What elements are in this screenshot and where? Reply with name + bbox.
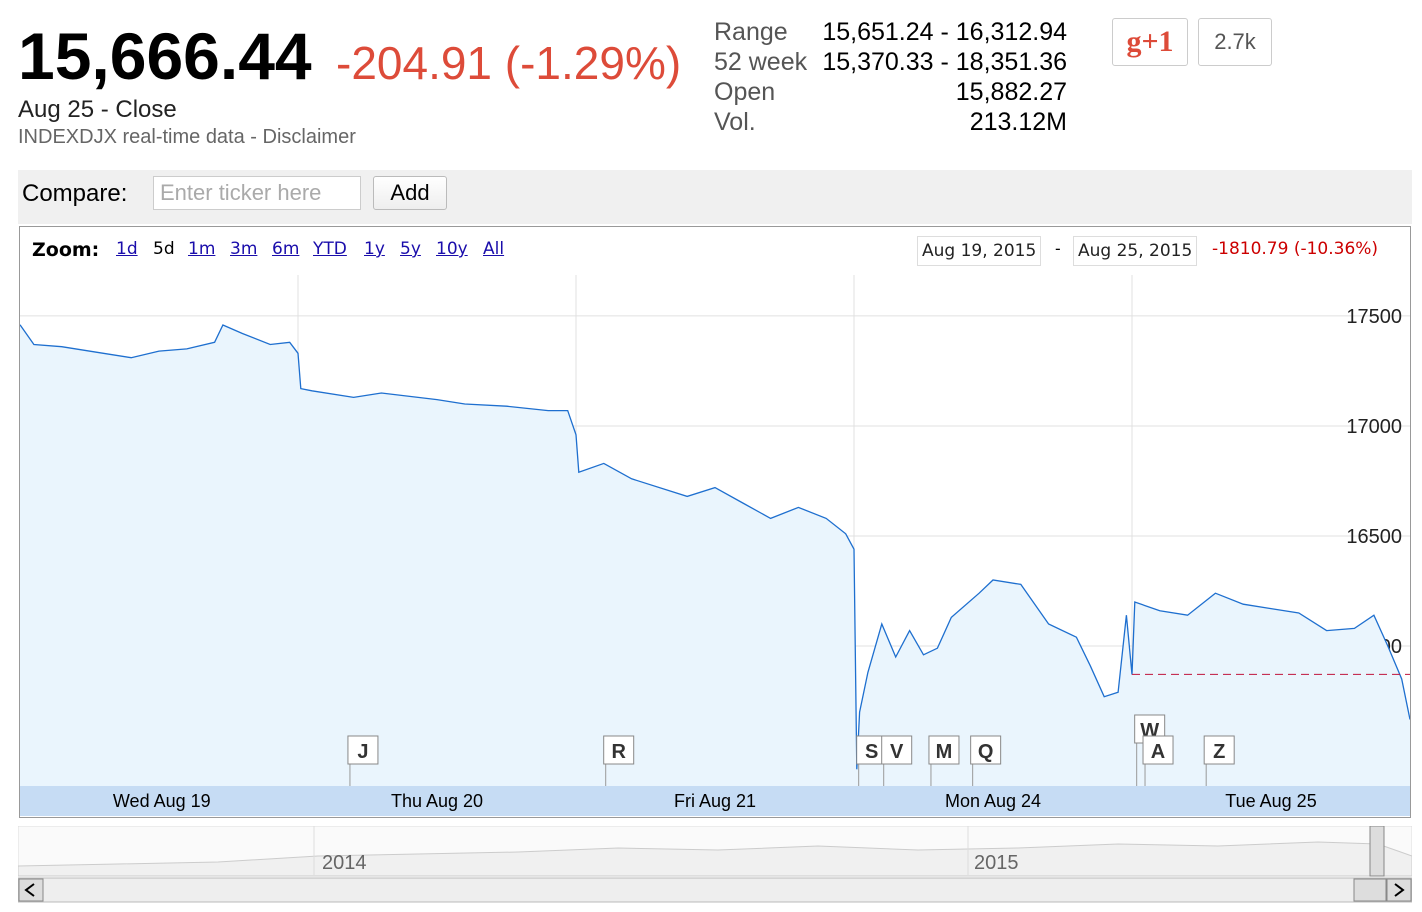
event-flag[interactable]: J xyxy=(347,735,379,786)
zoom-option[interactable]: 1m xyxy=(188,239,216,259)
zoom-option[interactable]: 5d xyxy=(153,239,175,259)
scrollbar[interactable] xyxy=(18,877,1412,903)
x-tick-label: Wed Aug 19 xyxy=(113,791,211,811)
x-tick-label: Thu Aug 20 xyxy=(391,791,483,811)
stat-value: 15,370.33 - 18,351.36 xyxy=(822,48,1067,76)
flag-box xyxy=(928,735,960,765)
x-tick-label: Mon Aug 24 xyxy=(945,791,1041,811)
zoom-label: Zoom: xyxy=(32,239,100,261)
compare-label: Compare: xyxy=(22,180,128,207)
x-tick-label: Tue Aug 25 xyxy=(1225,791,1316,811)
zoom-option[interactable]: 1y xyxy=(364,239,385,259)
navigator-label: 2014 xyxy=(322,852,367,874)
arrow xyxy=(1394,883,1405,897)
stat-value: 15,882.27 xyxy=(955,78,1067,106)
zoom-option[interactable]: 6m xyxy=(272,239,300,259)
zoom-option[interactable]: 1d xyxy=(116,239,138,259)
plus-one-button[interactable]: g+1 xyxy=(1112,18,1188,66)
scroll-right[interactable] xyxy=(1386,878,1412,902)
x-tick-label: Fri Aug 21 xyxy=(674,791,756,811)
y-tick-label: 17000 xyxy=(1346,416,1402,438)
flag-box xyxy=(1142,735,1174,765)
zoom-option[interactable]: 5y xyxy=(400,239,421,259)
start-date[interactable]: Aug 19, 2015 xyxy=(917,236,1042,266)
price: 15,666.44 xyxy=(18,19,312,93)
date-separator: - xyxy=(1055,239,1061,258)
flag-box xyxy=(1203,735,1235,765)
event-flag[interactable]: Z xyxy=(1203,735,1235,786)
y-tick-label: 17500 xyxy=(1346,306,1402,328)
flag-box xyxy=(347,735,379,765)
price-change: -204.91 (-1.29%) xyxy=(336,37,682,89)
navigator-label: 2015 xyxy=(974,852,1019,874)
stat-label: Open xyxy=(714,78,776,106)
event-flag[interactable]: A xyxy=(1142,735,1174,786)
price-line xyxy=(20,324,1410,770)
zoom-option[interactable]: 10y xyxy=(436,239,468,259)
add-button[interactable]: Add xyxy=(373,176,447,210)
x-axis-bar xyxy=(20,786,1410,816)
stat-value: 213.12M xyxy=(969,108,1067,136)
navigator[interactable]: 2014 2015 xyxy=(18,826,1412,906)
flag-box xyxy=(881,735,913,765)
flag-label: Z xyxy=(1213,741,1225,763)
event-flag[interactable]: V xyxy=(881,735,913,786)
end-date[interactable]: Aug 25, 2015 xyxy=(1073,236,1198,266)
y-tick-label: 16500 xyxy=(1346,526,1402,548)
flag-box xyxy=(970,735,1002,765)
area-fill xyxy=(20,324,1410,786)
stat-label: Range xyxy=(714,18,788,46)
flag-label: S xyxy=(865,741,878,763)
flag-label: J xyxy=(357,741,368,763)
flag-label: Q xyxy=(978,741,994,763)
stat-label: Vol. xyxy=(714,108,756,136)
range-change: -1810.79 (-10.36%) xyxy=(1212,239,1379,259)
event-flag[interactable]: Q xyxy=(970,735,1002,786)
navigator-handle[interactable] xyxy=(1369,826,1385,877)
data-source[interactable]: INDEXDJX real-time data - Disclaimer xyxy=(18,126,356,148)
zoom-option[interactable]: YTD xyxy=(313,239,347,259)
close-date: Aug 25 - Close xyxy=(18,96,177,123)
flag-label: V xyxy=(890,741,904,763)
flag-label: R xyxy=(611,741,626,763)
zoom-option[interactable]: 3m xyxy=(230,239,258,259)
chart: 1750017000165001600015500JRSVMQWAZWed Au… xyxy=(20,275,1410,816)
arrow xyxy=(24,883,35,897)
flag-box xyxy=(603,735,635,765)
scroll-left[interactable] xyxy=(18,878,44,902)
event-flag[interactable]: R xyxy=(603,735,635,786)
stat-value: 15,651.24 - 16,312.94 xyxy=(822,18,1067,46)
chart-frame xyxy=(19,226,1411,818)
flag-label: M xyxy=(936,741,953,763)
zoom-option[interactable]: All xyxy=(483,239,505,259)
stat-label: 52 week xyxy=(714,48,808,76)
ticker-input[interactable]: Enter ticker here xyxy=(153,176,361,210)
event-flag[interactable]: M xyxy=(928,735,960,786)
navigator-line xyxy=(18,841,1412,877)
flag-label: A xyxy=(1151,741,1165,763)
scroll-thumb[interactable] xyxy=(1353,878,1387,902)
plus-one-count: 2.7k xyxy=(1198,18,1272,66)
